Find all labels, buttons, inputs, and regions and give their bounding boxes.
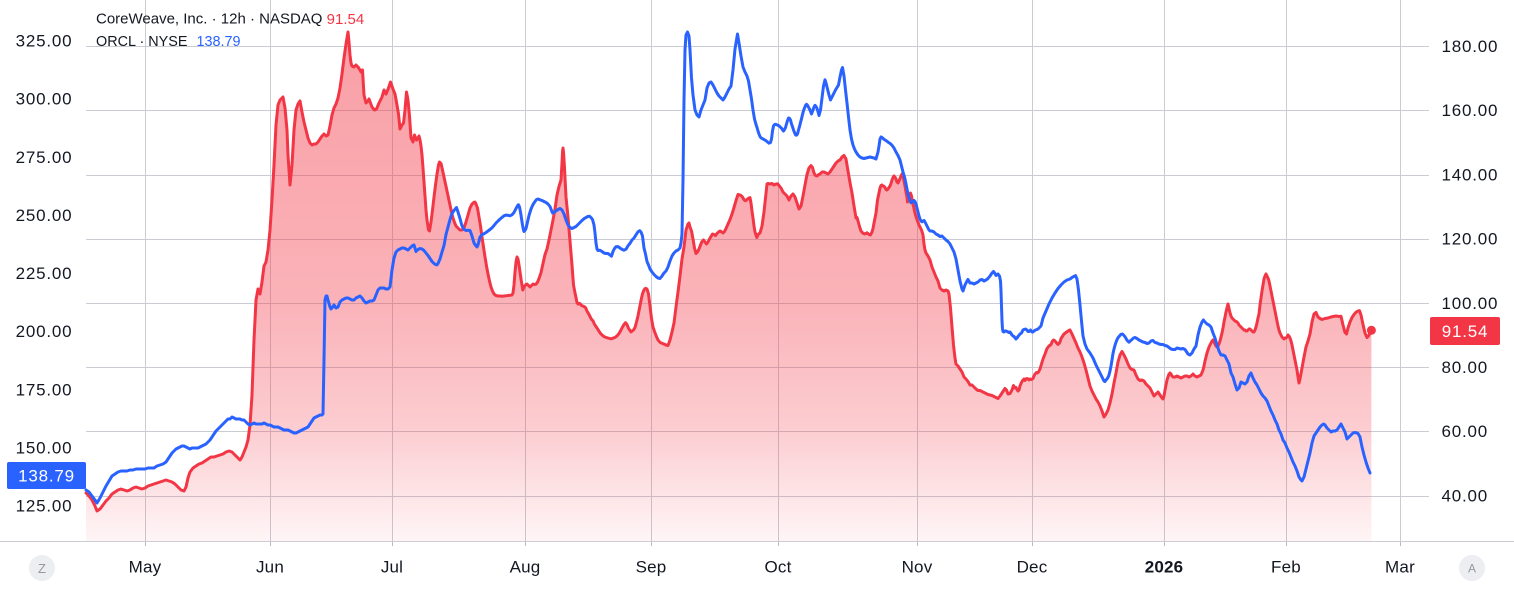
svg-text:138.79: 138.79: [18, 467, 75, 486]
svg-text:60.00: 60.00: [1442, 422, 1489, 441]
svg-text:80.00: 80.00: [1442, 358, 1489, 377]
svg-text:Sep: Sep: [636, 558, 667, 577]
svg-text:175.00: 175.00: [16, 381, 73, 400]
svg-text:2026: 2026: [1145, 558, 1184, 577]
svg-text:120.00: 120.00: [1442, 230, 1499, 249]
svg-text:180.00: 180.00: [1442, 37, 1499, 56]
svg-text:250.00: 250.00: [16, 206, 73, 225]
svg-text:Aug: Aug: [510, 558, 541, 577]
svg-text:Oct: Oct: [764, 558, 791, 577]
svg-text:Jun: Jun: [256, 558, 284, 577]
svg-text:Dec: Dec: [1017, 558, 1048, 577]
svg-text:Jul: Jul: [381, 558, 403, 577]
svg-text:275.00: 275.00: [16, 148, 73, 167]
svg-text:325.00: 325.00: [16, 32, 73, 51]
svg-text:40.00: 40.00: [1442, 487, 1489, 506]
svg-text:Z: Z: [38, 561, 46, 576]
svg-text:200.00: 200.00: [16, 322, 73, 341]
svg-text:91.54: 91.54: [1442, 322, 1489, 341]
svg-text:Nov: Nov: [902, 558, 933, 577]
svg-text:A: A: [1468, 562, 1476, 576]
svg-text:ORCL · NYSE 138.79: ORCL · NYSE 138.79: [96, 34, 240, 50]
svg-text:225.00: 225.00: [16, 264, 73, 283]
svg-text:160.00: 160.00: [1442, 101, 1499, 120]
svg-text:300.00: 300.00: [16, 90, 73, 109]
svg-text:Feb: Feb: [1271, 558, 1301, 577]
svg-text:Mar: Mar: [1385, 558, 1415, 577]
svg-text:May: May: [129, 558, 162, 577]
svg-text:100.00: 100.00: [1442, 294, 1499, 313]
svg-text:CoreWeave, Inc. · 12h · NASDAQ: CoreWeave, Inc. · 12h · NASDAQ 91.54: [96, 11, 364, 28]
svg-text:140.00: 140.00: [1442, 166, 1499, 185]
svg-text:125.00: 125.00: [16, 497, 73, 516]
svg-text:150.00: 150.00: [16, 439, 73, 458]
